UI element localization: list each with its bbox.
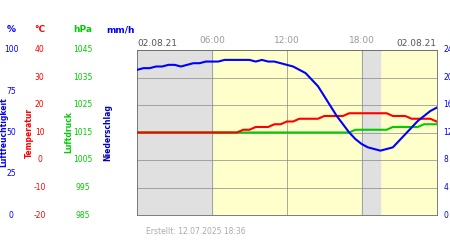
Text: hPa: hPa [74,26,93,35]
Text: 40: 40 [35,46,45,54]
Text: 995: 995 [76,183,90,192]
Text: 18:00: 18:00 [349,36,374,45]
Text: 02.08.21: 02.08.21 [137,38,177,48]
Text: 12: 12 [443,128,450,137]
Text: 1005: 1005 [73,156,93,164]
Text: 30: 30 [35,73,45,82]
Bar [362,50,380,215]
Text: 985: 985 [76,210,90,220]
Text: -20: -20 [33,210,46,220]
Text: %: % [7,26,16,35]
Text: 20: 20 [35,100,45,110]
Text: 1045: 1045 [73,46,93,54]
Text: 100: 100 [4,46,18,54]
Text: 8: 8 [443,156,448,164]
Text: 0: 0 [37,156,42,164]
Text: 06:00: 06:00 [199,36,225,45]
Text: 12:00: 12:00 [274,36,300,45]
Text: 16: 16 [443,100,450,110]
Text: 1025: 1025 [74,100,93,110]
Text: 02.08.21: 02.08.21 [396,38,436,48]
Text: Niederschlag: Niederschlag [104,104,112,161]
Text: 4: 4 [443,183,448,192]
Text: 50: 50 [6,128,16,137]
Text: °C: °C [34,26,45,35]
Text: Luftfeuchtigkeit: Luftfeuchtigkeit [0,98,8,168]
Text: 0: 0 [9,210,14,220]
Text: 24: 24 [443,46,450,54]
Text: 1015: 1015 [74,128,93,137]
Text: 20: 20 [443,73,450,82]
Text: 25: 25 [6,169,16,178]
Text: 75: 75 [6,87,16,96]
Text: Erstellt: 12.07.2025 18:36: Erstellt: 12.07.2025 18:36 [146,228,246,236]
Text: mm/h: mm/h [106,26,135,35]
Text: 0: 0 [443,210,448,220]
Text: Luftdruck: Luftdruck [64,112,73,154]
Text: 1035: 1035 [73,73,93,82]
Text: Temperatur: Temperatur [25,108,34,158]
Bar [137,50,212,215]
Text: 10: 10 [35,128,45,137]
Text: -10: -10 [33,183,46,192]
